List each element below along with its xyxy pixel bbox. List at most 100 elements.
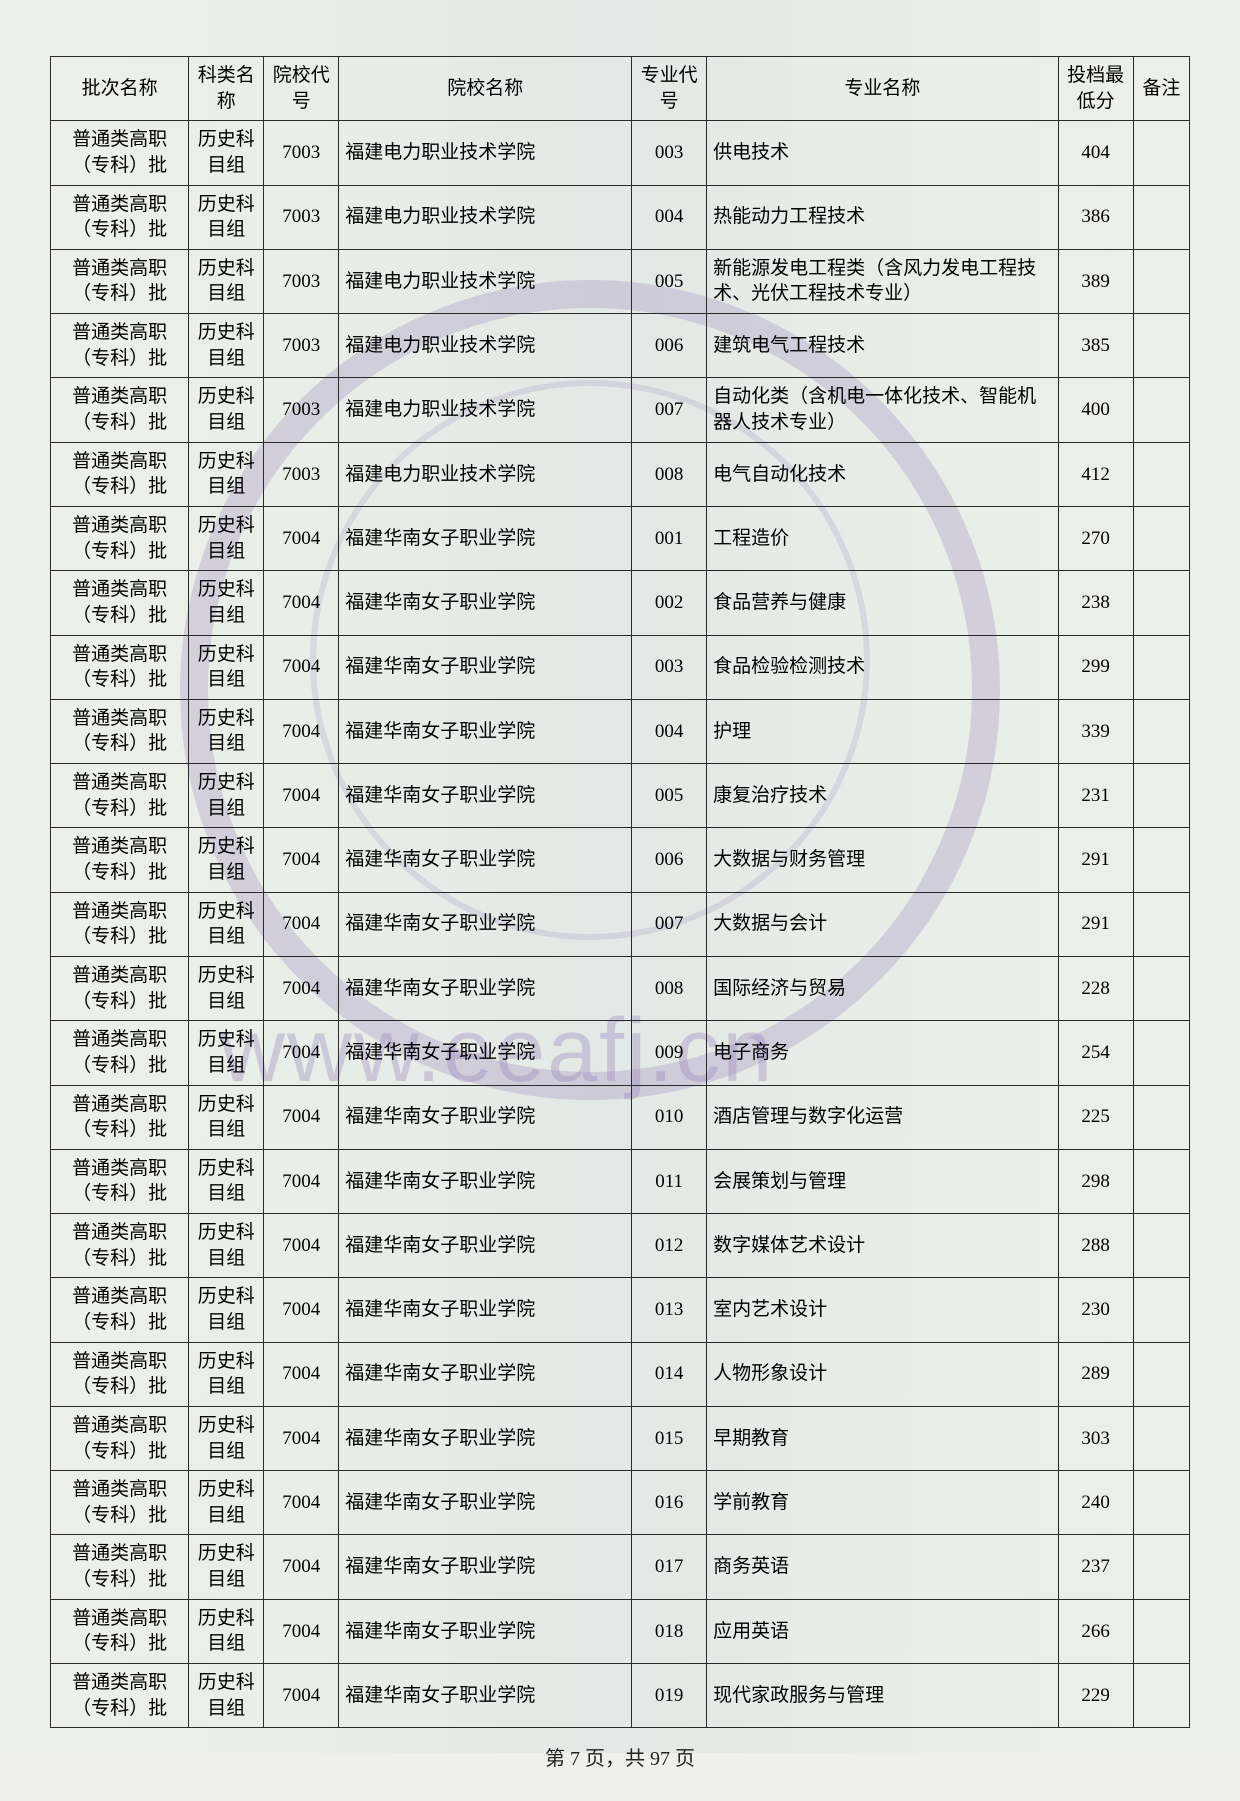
- cell-school-name: 福建电力职业技术学院: [339, 442, 632, 506]
- cell-note: [1133, 828, 1189, 892]
- table-row: 普通类高职（专科）批历史科目组7004福建华南女子职业学院018应用英语266: [51, 1599, 1190, 1663]
- cell-major-code: 010: [632, 1085, 707, 1149]
- cell-subject: 历史科目组: [189, 1085, 264, 1149]
- cell-subject: 历史科目组: [189, 828, 264, 892]
- header-school-code: 院校代号: [264, 57, 339, 121]
- cell-batch: 普通类高职（专科）批: [51, 506, 189, 570]
- cell-school-code: 7003: [264, 121, 339, 185]
- cell-school-name: 福建华南女子职业学院: [339, 1471, 632, 1535]
- cell-school-code: 7003: [264, 378, 339, 442]
- cell-school-name: 福建华南女子职业学院: [339, 764, 632, 828]
- cell-batch: 普通类高职（专科）批: [51, 956, 189, 1020]
- table-row: 普通类高职（专科）批历史科目组7003福建电力职业技术学院003供电技术404: [51, 121, 1190, 185]
- page-footer: 第 7 页，共 97 页: [50, 1742, 1190, 1771]
- cell-batch: 普通类高职（专科）批: [51, 1535, 189, 1599]
- cell-school-name: 福建华南女子职业学院: [339, 635, 632, 699]
- cell-note: [1133, 506, 1189, 570]
- cell-major-code: 011: [632, 1149, 707, 1213]
- table-header-row: 批次名称 科类名称 院校代号 院校名称 专业代号 专业名称 投档最低分 备注: [51, 57, 1190, 121]
- cell-school-name: 福建电力职业技术学院: [339, 185, 632, 249]
- cell-major-code: 013: [632, 1278, 707, 1342]
- cell-school-name: 福建华南女子职业学院: [339, 1406, 632, 1470]
- cell-major-name: 供电技术: [707, 121, 1059, 185]
- cell-note: [1133, 635, 1189, 699]
- cell-school-code: 7004: [264, 1599, 339, 1663]
- cell-major-name: 康复治疗技术: [707, 764, 1059, 828]
- table-row: 普通类高职（专科）批历史科目组7004福建华南女子职业学院001工程造价270: [51, 506, 1190, 570]
- cell-note: [1133, 1021, 1189, 1085]
- cell-score: 404: [1058, 121, 1133, 185]
- cell-subject: 历史科目组: [189, 1214, 264, 1278]
- cell-major-code: 005: [632, 249, 707, 313]
- cell-subject: 历史科目组: [189, 635, 264, 699]
- cell-note: [1133, 571, 1189, 635]
- cell-school-name: 福建华南女子职业学院: [339, 1664, 632, 1728]
- cell-school-name: 福建华南女子职业学院: [339, 1342, 632, 1406]
- cell-major-code: 006: [632, 314, 707, 378]
- cell-major-code: 015: [632, 1406, 707, 1470]
- cell-school-code: 7004: [264, 1214, 339, 1278]
- cell-batch: 普通类高职（专科）批: [51, 1599, 189, 1663]
- cell-school-name: 福建华南女子职业学院: [339, 506, 632, 570]
- cell-school-code: 7004: [264, 1406, 339, 1470]
- cell-major-name: 热能动力工程技术: [707, 185, 1059, 249]
- cell-major-code: 006: [632, 828, 707, 892]
- cell-major-name: 会展策划与管理: [707, 1149, 1059, 1213]
- cell-score: 291: [1058, 828, 1133, 892]
- table-row: 普通类高职（专科）批历史科目组7003福建电力职业技术学院008电气自动化技术4…: [51, 442, 1190, 506]
- cell-batch: 普通类高职（专科）批: [51, 378, 189, 442]
- cell-subject: 历史科目组: [189, 1406, 264, 1470]
- cell-school-code: 7004: [264, 1149, 339, 1213]
- cell-school-code: 7004: [264, 1342, 339, 1406]
- cell-school-code: 7004: [264, 828, 339, 892]
- cell-batch: 普通类高职（专科）批: [51, 121, 189, 185]
- table-row: 普通类高职（专科）批历史科目组7004福建华南女子职业学院010酒店管理与数字化…: [51, 1085, 1190, 1149]
- cell-note: [1133, 699, 1189, 763]
- table-row: 普通类高职（专科）批历史科目组7004福建华南女子职业学院017商务英语237: [51, 1535, 1190, 1599]
- cell-school-name: 福建华南女子职业学院: [339, 828, 632, 892]
- cell-batch: 普通类高职（专科）批: [51, 1085, 189, 1149]
- cell-subject: 历史科目组: [189, 764, 264, 828]
- cell-subject: 历史科目组: [189, 1471, 264, 1535]
- table-row: 普通类高职（专科）批历史科目组7004福建华南女子职业学院002食品营养与健康2…: [51, 571, 1190, 635]
- cell-note: [1133, 1342, 1189, 1406]
- table-row: 普通类高职（专科）批历史科目组7004福建华南女子职业学院005康复治疗技术23…: [51, 764, 1190, 828]
- cell-batch: 普通类高职（专科）批: [51, 635, 189, 699]
- page-container: 批次名称 科类名称 院校代号 院校名称 专业代号 专业名称 投档最低分 备注 普…: [0, 0, 1240, 1801]
- cell-subject: 历史科目组: [189, 314, 264, 378]
- cell-score: 229: [1058, 1664, 1133, 1728]
- cell-score: 231: [1058, 764, 1133, 828]
- cell-score: 412: [1058, 442, 1133, 506]
- cell-subject: 历史科目组: [189, 699, 264, 763]
- cell-score: 266: [1058, 1599, 1133, 1663]
- cell-major-code: 008: [632, 956, 707, 1020]
- cell-school-code: 7004: [264, 1471, 339, 1535]
- cell-major-code: 014: [632, 1342, 707, 1406]
- cell-school-code: 7004: [264, 1278, 339, 1342]
- cell-note: [1133, 314, 1189, 378]
- table-row: 普通类高职（专科）批历史科目组7003福建电力职业技术学院004热能动力工程技术…: [51, 185, 1190, 249]
- cell-major-code: 018: [632, 1599, 707, 1663]
- table-row: 普通类高职（专科）批历史科目组7004福建华南女子职业学院004护理339: [51, 699, 1190, 763]
- cell-note: [1133, 185, 1189, 249]
- cell-subject: 历史科目组: [189, 956, 264, 1020]
- cell-note: [1133, 249, 1189, 313]
- cell-batch: 普通类高职（专科）批: [51, 571, 189, 635]
- cell-major-code: 008: [632, 442, 707, 506]
- cell-school-name: 福建电力职业技术学院: [339, 121, 632, 185]
- cell-score: 298: [1058, 1149, 1133, 1213]
- cell-major-name: 建筑电气工程技术: [707, 314, 1059, 378]
- cell-batch: 普通类高职（专科）批: [51, 828, 189, 892]
- cell-subject: 历史科目组: [189, 1342, 264, 1406]
- cell-major-name: 早期教育: [707, 1406, 1059, 1470]
- cell-score: 225: [1058, 1085, 1133, 1149]
- cell-school-name: 福建华南女子职业学院: [339, 1085, 632, 1149]
- cell-school-code: 7004: [264, 1664, 339, 1728]
- cell-major-name: 人物形象设计: [707, 1342, 1059, 1406]
- cell-subject: 历史科目组: [189, 1278, 264, 1342]
- cell-school-name: 福建华南女子职业学院: [339, 956, 632, 1020]
- cell-score: 389: [1058, 249, 1133, 313]
- cell-major-code: 003: [632, 635, 707, 699]
- cell-school-name: 福建华南女子职业学院: [339, 1599, 632, 1663]
- cell-subject: 历史科目组: [189, 442, 264, 506]
